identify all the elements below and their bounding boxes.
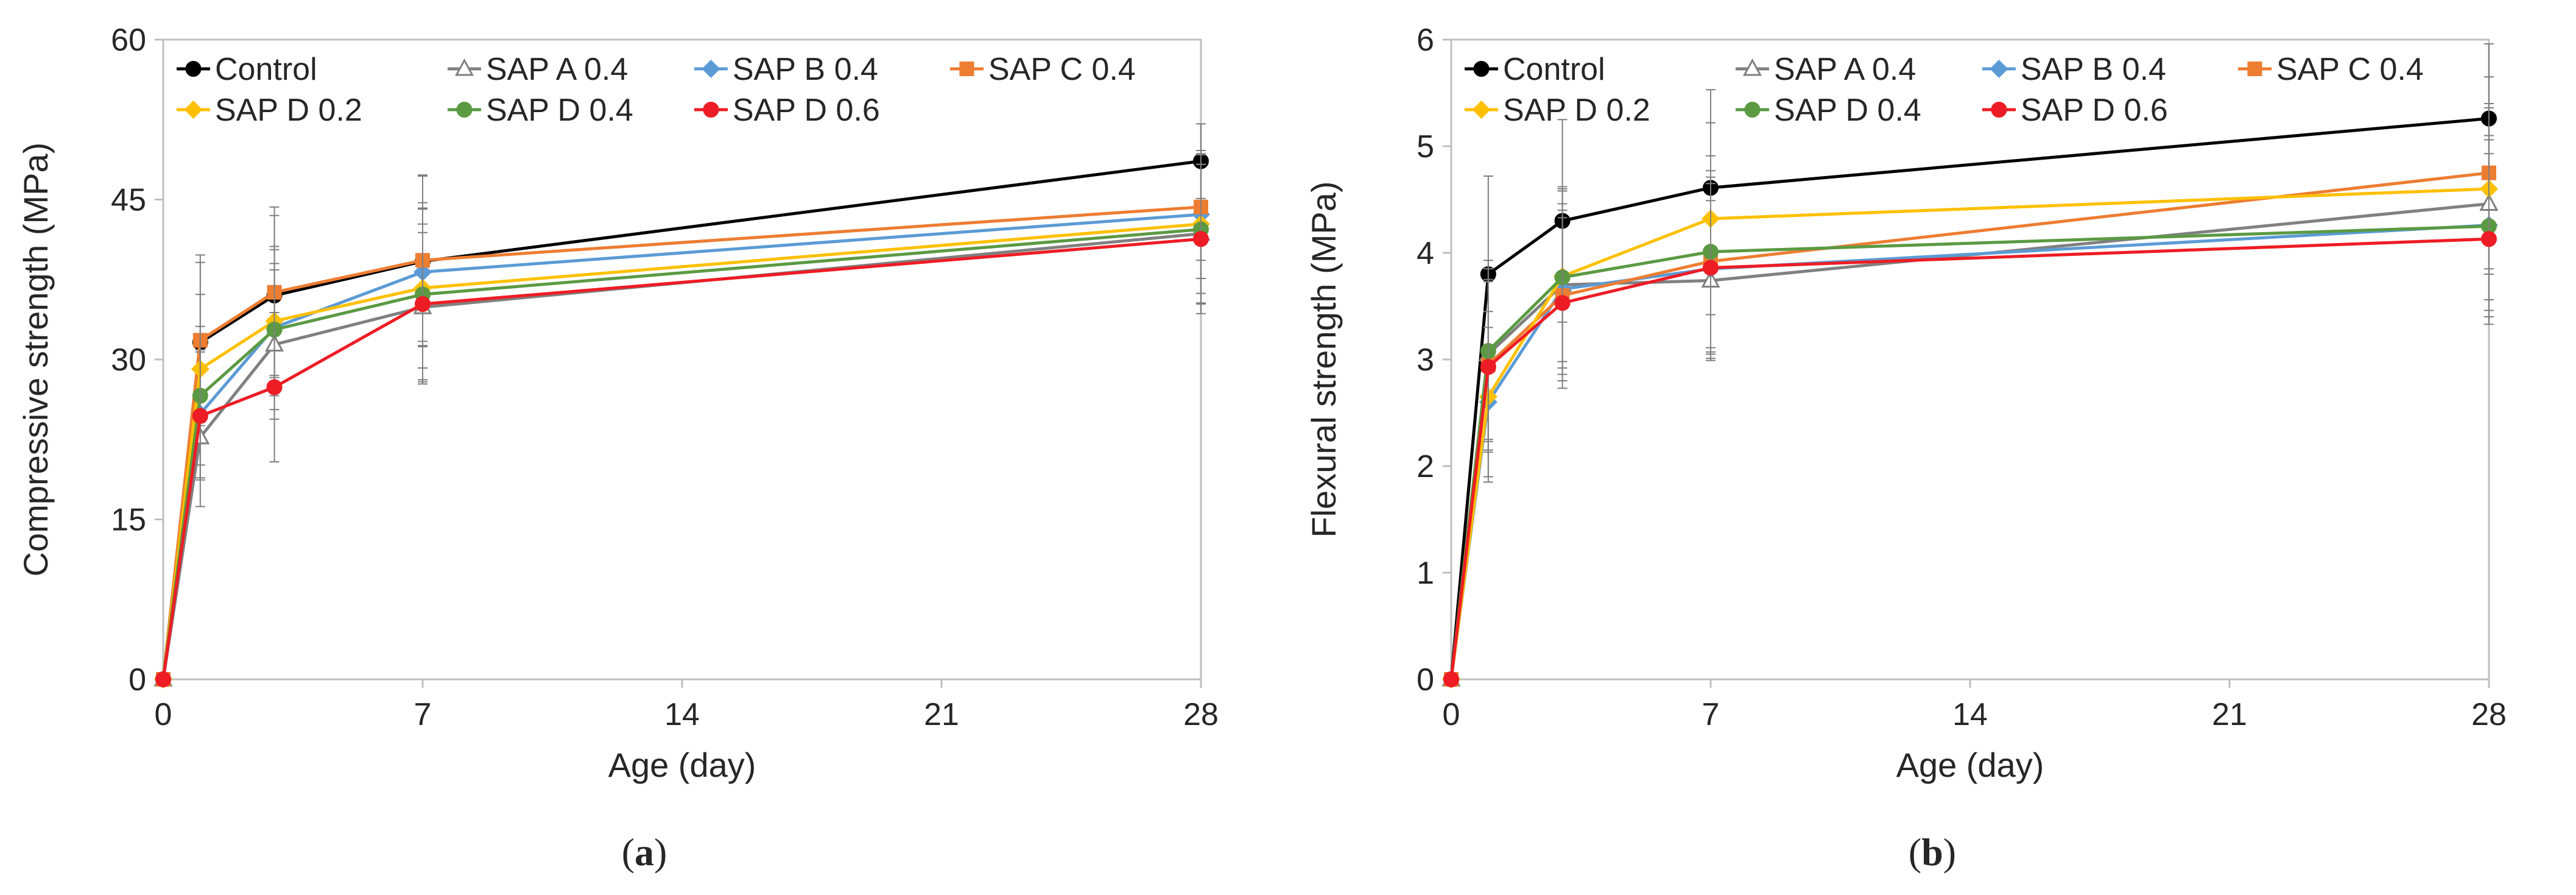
chart-a-series-sap-d-0-2	[154, 154, 1210, 688]
chart-b-series-sap-b-0-4	[1442, 139, 2498, 688]
series-line	[161, 205, 1202, 680]
chart-a-x-tick-label: 14	[664, 697, 700, 732]
chart-b-x-tick-label: 7	[1702, 697, 1720, 732]
chart-a-legend: Control SAP A 0.4 SAP B 0.4 SAP C 0.4 SAP D …	[177, 52, 1136, 128]
legend-label: SAP D 0.2	[215, 93, 362, 128]
chart-b-series-sap-c-0-4	[1444, 76, 2496, 687]
chart-b-x-axis-label: Age (day)	[1896, 746, 2044, 784]
legend-marker	[1990, 60, 2008, 78]
data-point	[155, 671, 171, 687]
legend-label: Control	[215, 52, 317, 87]
data-point	[415, 296, 431, 312]
data-point	[1703, 260, 1719, 276]
panel-a: 0 15 30 45 60 0 7 14 21 28 Age (day) Compressive st…	[0, 0, 1288, 892]
chart-b-y-tick-label: 6	[1416, 23, 1434, 58]
data-point	[266, 379, 283, 395]
legend-label: SAP C 0.4	[2276, 52, 2424, 87]
chart-a-series-sap-d-0-4	[155, 154, 1209, 687]
series-line	[1449, 171, 2490, 680]
chart-a-series-sap-d-0-6	[155, 163, 1209, 687]
chart-a-x-tick-label: 7	[414, 697, 432, 732]
chart-a-y-tick-label: 0	[128, 662, 146, 698]
legend-marker	[1991, 102, 2007, 118]
chart-b-x-tick-label: 0	[1443, 697, 1460, 732]
legend-marker	[1744, 102, 1761, 118]
data-point	[1480, 359, 1496, 375]
chart-b-y-axis-label: Flexural strength (MPa)	[1304, 181, 1343, 537]
chart-b-svg: 0 1 2 3 4 5 6 0 7 14 21 28 Age (day) Flexural strengt…	[1304, 23, 2507, 874]
chart-a-x-tick-label: 0	[155, 697, 172, 732]
chart-b-y-tick-label: 1	[1416, 556, 1434, 591]
chart-a-x-axis-label: Age (day)	[608, 746, 756, 784]
legend-label: Control	[1503, 52, 1605, 87]
chart-a-series-sap-c-0-4	[156, 153, 1208, 687]
legend-marker	[1742, 58, 1762, 76]
chart-a-panel-caption: (a)	[622, 830, 667, 874]
chart-a-y-tick-label: 60	[111, 23, 146, 58]
chart-a-y-tick-label: 45	[111, 183, 146, 218]
chart-a-series-sap-b-0-4	[154, 150, 1210, 688]
chart-b-y-tick-label: 0	[1416, 662, 1434, 698]
chart-b-panel-caption: (b)	[1909, 830, 1956, 874]
series-line	[161, 160, 1202, 680]
legend-marker	[959, 62, 974, 76]
chart-b-x-tick-label: 21	[2212, 697, 2247, 732]
legend-marker	[184, 101, 203, 119]
data-point	[1443, 671, 1459, 687]
chart-a-series-control	[155, 123, 1209, 687]
chart-b-legend: Control SAP A 0.4 SAP B 0.4 SAP C 0.4 SAP D …	[1465, 52, 2424, 128]
legend-label: SAP B 0.4	[2021, 52, 2166, 87]
legend-label: SAP A 0.4	[1774, 52, 1916, 87]
panel-b: 0 1 2 3 4 5 6 0 7 14 21 28 Age (day) Flexural strengt…	[1288, 0, 2576, 892]
legend-marker	[2247, 62, 2262, 76]
series-line	[161, 232, 1202, 680]
legend-label: SAP B 0.4	[733, 52, 878, 87]
chart-b-y-tick-label: 3	[1416, 342, 1434, 378]
chart-a-y-tick-label: 30	[111, 342, 146, 378]
legend-marker	[703, 102, 719, 118]
chart-a-y-axis-label: Compressive strength (MPa)	[16, 143, 55, 577]
chart-a-svg: 0 15 30 45 60 0 7 14 21 28 Age (day) Compressive st…	[16, 23, 1219, 874]
series-line	[1449, 187, 2490, 680]
legend-label: SAP D 0.6	[733, 93, 880, 128]
chart-b-series-control	[1443, 43, 2497, 687]
chart-b-y-tick-label: 2	[1416, 449, 1434, 484]
legend-marker	[1472, 101, 1491, 119]
series-line	[1449, 117, 2490, 680]
legend-marker	[456, 102, 473, 118]
chart-b-x-tick-label: 28	[2471, 697, 2507, 732]
series-line	[1449, 224, 2490, 680]
series-line	[161, 237, 1202, 680]
legend-marker	[185, 61, 202, 77]
series-line	[1449, 202, 2490, 680]
legend-marker	[702, 60, 720, 78]
legend-label: SAP D 0.4	[486, 93, 633, 128]
legend-marker	[1473, 61, 1490, 77]
legend-label: SAP D 0.6	[2021, 93, 2168, 128]
chart-b-y-tick-label: 5	[1416, 129, 1434, 164]
chart-a-x-tick-label: 28	[1183, 697, 1219, 732]
chart-b-y-tick-label: 4	[1416, 236, 1434, 271]
chart-b-series-sap-d-0-6	[1443, 153, 2497, 687]
chart-a-y-tick-label: 15	[111, 503, 146, 538]
series-line	[161, 228, 1202, 680]
data-point	[2481, 231, 2497, 247]
chart-a-plot-frame	[162, 38, 1202, 681]
data-point	[192, 408, 208, 424]
legend-label: SAP C 0.4	[988, 52, 1136, 87]
series-line	[1449, 237, 2490, 680]
data-point	[1554, 295, 1571, 311]
chart-a-x-tick-label: 21	[924, 697, 959, 732]
data-point	[1193, 231, 1209, 247]
legend-label: SAP D 0.4	[1774, 93, 1921, 128]
legend-marker	[454, 58, 474, 76]
chart-b-x-tick-label: 14	[1952, 697, 1988, 732]
series-line	[161, 222, 1202, 680]
chart-b-plot-frame	[1450, 38, 2490, 681]
legend-label: SAP A 0.4	[486, 52, 628, 87]
legend-label: SAP D 0.2	[1503, 93, 1650, 128]
